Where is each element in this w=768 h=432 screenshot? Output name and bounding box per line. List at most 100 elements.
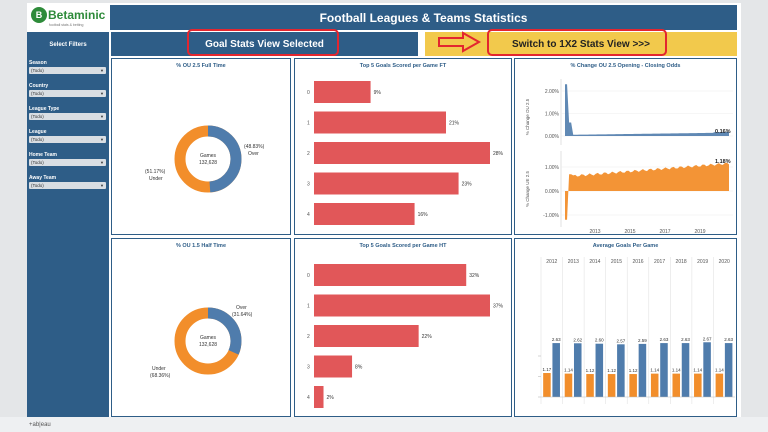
- filter-dropdown[interactable]: (Todo) ▼: [29, 67, 106, 74]
- bar-blue: [724, 343, 733, 397]
- filter-dropdown[interactable]: (Todo) ▼: [29, 182, 106, 189]
- bar-value-label: 2.63: [552, 337, 561, 342]
- filter-label: Season: [29, 60, 47, 66]
- bar-value-label: 1.14: [693, 368, 702, 373]
- tableau-logo[interactable]: +ab|eau: [29, 422, 51, 428]
- bar-value-label: 2.59: [638, 338, 647, 343]
- bar-category-label: 4: [307, 395, 310, 401]
- over-label: Over: [236, 305, 247, 311]
- center-value: 132,628: [199, 160, 217, 166]
- current-view-label: Goal Stats View Selected: [111, 32, 418, 56]
- bar-blue: [617, 344, 625, 397]
- bar-value-label: 1.12: [607, 368, 616, 373]
- filter-home-team: Home Team (Todo) ▼: [29, 152, 106, 166]
- betaminic-logo[interactable]: B Betaminic football stats & betting: [27, 3, 109, 31]
- bar-value-label: 1.12: [629, 368, 638, 373]
- filter-league: League (Todo) ▼: [29, 129, 106, 143]
- bar-value-label: 2.63: [681, 337, 690, 342]
- bar-value-label: 2.63: [660, 337, 669, 342]
- bar-value-label: 16%: [418, 212, 429, 218]
- logo-tagline: football stats & betting: [49, 23, 83, 27]
- year-header: 2013: [568, 259, 579, 265]
- filter-season: Season (Todo) ▼: [29, 60, 106, 74]
- panel-title: % OU 1.5 Half Time: [175, 243, 227, 249]
- bar-value-label: 32%: [469, 273, 480, 279]
- bar-value-label: 2%: [327, 395, 335, 401]
- chevron-down-icon: ▼: [100, 160, 104, 165]
- top-last-value: 0.16%: [715, 129, 731, 135]
- bar-orange: [629, 374, 637, 397]
- year-header: 2016: [632, 259, 643, 265]
- bar: [314, 264, 467, 286]
- bar-orange: [715, 373, 724, 397]
- x-tick-label: 2019: [694, 229, 705, 235]
- panel-avg-goals: Average Goals Per Game 2012 1.17 2.63 2013 1…: [514, 238, 737, 417]
- y-tick-label: -1.00%: [543, 213, 559, 219]
- year-header: 2020: [719, 259, 730, 265]
- chevron-down-icon: ▼: [100, 91, 104, 96]
- chevron-down-icon: ▼: [100, 183, 104, 188]
- bottom-last-value: 1.18%: [715, 159, 731, 165]
- center-label: Games: [200, 335, 217, 341]
- filter-dropdown[interactable]: (Todo) ▼: [29, 159, 106, 166]
- panel-top5-ft: Top 5 Goals Scored per Game FT 0 9% 1 21% 2 2…: [294, 58, 512, 235]
- panel-title: Top 5 Goals Scored per Game HT: [359, 243, 447, 249]
- bar-category-label: 0: [307, 90, 310, 96]
- bar-value-label: 21%: [449, 121, 460, 127]
- year-header: 2018: [676, 259, 687, 265]
- x-tick-label: 2015: [624, 229, 635, 235]
- bar-value-label: 37%: [493, 304, 504, 310]
- bar-value-label: 2.60: [595, 338, 604, 343]
- filter-dropdown[interactable]: (Todo) ▼: [29, 136, 106, 143]
- over-slice: [174, 125, 242, 193]
- panel-title: Average Goals Per Game: [592, 243, 659, 249]
- filter-value: (Todo): [31, 91, 44, 96]
- filter-label: Country: [29, 83, 49, 89]
- dashboard: B Betaminic football stats & betting Foo…: [27, 3, 741, 417]
- filter-league-type: League Type (Todo) ▼: [29, 106, 106, 120]
- filter-value: (Todo): [31, 114, 44, 119]
- over-percent: (31.64%): [232, 312, 253, 318]
- filter-dropdown[interactable]: (Todo) ▼: [29, 113, 106, 120]
- bar-value-label: 28%: [493, 151, 504, 157]
- bar: [314, 203, 415, 225]
- bar-blue: [573, 343, 582, 397]
- bar-value-label: 1.14: [672, 368, 681, 373]
- bar-value-label: 1.17: [543, 367, 552, 372]
- filter-label: Away Team: [29, 175, 57, 181]
- filter-value: (Todo): [31, 183, 44, 188]
- bar-value-label: 9%: [374, 90, 382, 96]
- over-percent: (48.83%): [244, 144, 265, 150]
- bar-value-label: 2.62: [573, 337, 582, 342]
- filter-value: (Todo): [31, 160, 44, 165]
- bar-blue: [660, 343, 668, 397]
- bar-category-label: 2: [307, 151, 310, 157]
- panel-title: % Change OU 2.5 Opening - Closing Odds: [570, 63, 681, 69]
- bar-category-label: 4: [307, 212, 310, 218]
- panel-odds-change: % Change OU 2.5 Opening - Closing Odds 2…: [514, 58, 737, 235]
- bar: [314, 172, 459, 195]
- over-slice: [174, 307, 242, 375]
- under-label: Under: [152, 366, 166, 372]
- bar: [314, 325, 419, 347]
- bar-blue: [703, 342, 711, 397]
- center-label: Games: [200, 153, 217, 159]
- svg-text:B: B: [36, 10, 43, 20]
- bar-category-label: 0: [307, 273, 310, 279]
- logo-ball-icon: [31, 7, 47, 23]
- bar-blue: [595, 343, 604, 397]
- bar-value-label: 1.14: [650, 368, 659, 373]
- y-tick-label: 0.00%: [545, 189, 560, 195]
- filter-label: Home Team: [29, 152, 57, 158]
- top-y-axis-title: % Change OU 2.5: [525, 98, 530, 135]
- bar: [314, 142, 490, 164]
- dashboard-title: Football Leagues & Teams Statistics: [110, 5, 737, 30]
- filter-dropdown[interactable]: (Todo) ▼: [29, 90, 106, 97]
- chevron-down-icon: ▼: [100, 114, 104, 119]
- filter-label: League: [29, 129, 47, 135]
- bar-value-label: 8%: [355, 365, 363, 371]
- under-percent: (68.36%): [150, 373, 171, 379]
- x-tick-label: 2013: [589, 229, 600, 235]
- panel-ou15: % OU 1.5 Half Time Games 132,628 Over (31.6…: [111, 238, 291, 417]
- filter-label: League Type: [29, 106, 60, 112]
